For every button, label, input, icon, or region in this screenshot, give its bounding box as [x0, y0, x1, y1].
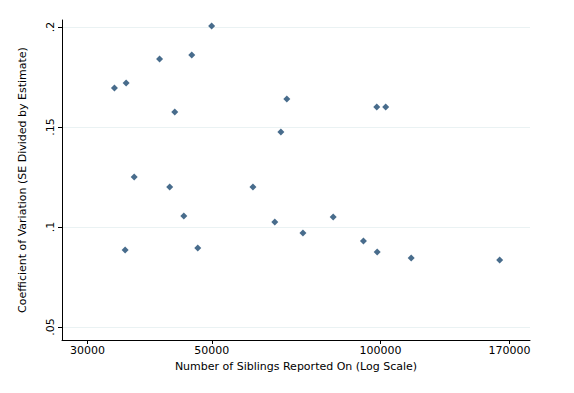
svg-text:50000: 50000: [194, 344, 229, 357]
svg-text:170000: 170000: [488, 344, 530, 357]
svg-text:30000: 30000: [70, 344, 105, 357]
svg-text:.1: .1: [44, 222, 57, 233]
svg-text:100000: 100000: [359, 344, 401, 357]
svg-text:.2: .2: [44, 22, 57, 33]
svg-text:.05: .05: [44, 318, 57, 336]
svg-text:Number of Siblings Reported On: Number of Siblings Reported On (Log Scal…: [175, 360, 417, 373]
svg-text:Coefficient of Variation (SE D: Coefficient of Variation (SE Divided by …: [16, 47, 29, 313]
svg-text:.15: .15: [44, 118, 57, 136]
